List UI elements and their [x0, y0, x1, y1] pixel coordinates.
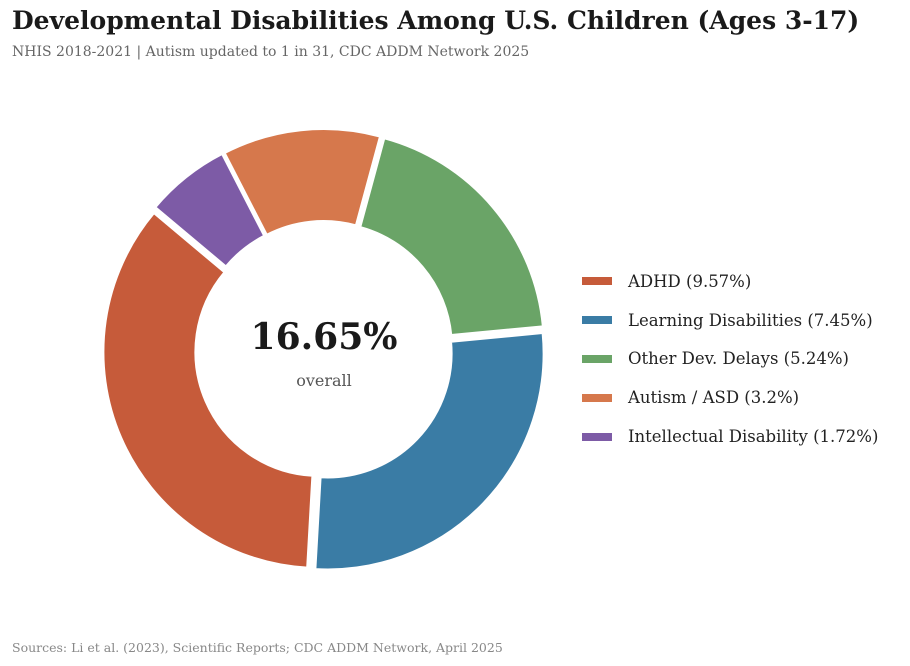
slice-other-dev-delays: [359, 137, 544, 337]
slice-intellectual-disability: [154, 152, 266, 268]
legend-item: Learning Disabilities (7.45%): [582, 301, 878, 340]
legend-swatch: [582, 316, 612, 325]
legend-swatch: [582, 277, 612, 286]
legend-item: ADHD (9.57%): [582, 262, 878, 301]
legend-label: Intellectual Disability (1.72%): [628, 427, 879, 447]
source-note: Sources: Li et al. (2023), Scientific Re…: [12, 640, 503, 655]
legend-swatch: [582, 393, 612, 402]
legend-item: Other Dev. Delays (5.24%): [582, 340, 878, 379]
legend-swatch: [582, 432, 612, 441]
chart-title: Developmental Disabilities Among U.S. Ch…: [12, 6, 860, 35]
chart-subtitle: NHIS 2018-2021 | Autism updated to 1 in …: [12, 44, 530, 60]
slice-autism-asd: [223, 128, 382, 237]
legend-label: Other Dev. Delays (5.24%): [628, 349, 849, 369]
center-label: overall: [296, 371, 352, 390]
center-value: 16.65%: [251, 316, 398, 358]
legend-label: Learning Disabilities (7.45%): [628, 310, 873, 330]
legend: ADHD (9.57%) Learning Disabilities (7.45%…: [582, 262, 878, 456]
legend-item: Autism / ASD (3.2%): [582, 378, 878, 417]
legend-label: Autism / ASD (3.2%): [628, 388, 800, 408]
legend-swatch: [582, 354, 612, 363]
legend-label: ADHD (9.57%): [628, 271, 752, 291]
legend-item: Intellectual Disability (1.72%): [582, 417, 878, 456]
slice-learning-disabilities: [314, 331, 545, 571]
slice-adhd: [102, 211, 314, 569]
